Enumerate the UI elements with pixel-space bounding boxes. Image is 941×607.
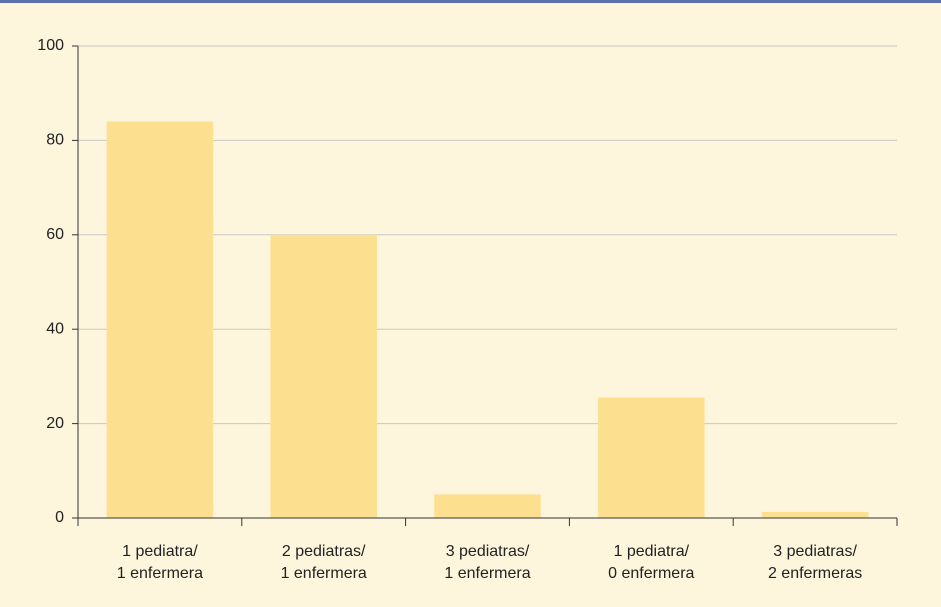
bar [106, 121, 214, 519]
top-rule [0, 0, 941, 3]
x-tick-label: 1 pediatra/ [122, 543, 198, 560]
x-tick-label: 1 pediatra/ [613, 543, 689, 560]
y-tick-label: 100 [37, 37, 64, 54]
x-tick-label: 3 pediatras/ [446, 543, 530, 560]
x-tick-label: 3 pediatras/ [773, 543, 857, 560]
x-tick-label: 1 enfermera [117, 565, 203, 582]
y-tick-label: 60 [46, 226, 64, 243]
x-tick-label: 0 enfermera [608, 565, 694, 582]
y-tick-label: 80 [46, 132, 64, 149]
bar [761, 511, 869, 518]
bar [598, 397, 705, 518]
x-tick-label: 1 enfermera [281, 565, 367, 582]
x-tick-label: 2 enfermeras [768, 565, 862, 582]
bar [270, 234, 377, 519]
x-tick-label: 1 enfermera [444, 565, 530, 582]
bar [434, 494, 541, 518]
y-tick-label: 40 [46, 320, 64, 337]
y-tick-label: 20 [46, 415, 64, 432]
y-tick-label: 0 [55, 509, 64, 526]
x-tick-label: 2 pediatras/ [282, 543, 366, 560]
